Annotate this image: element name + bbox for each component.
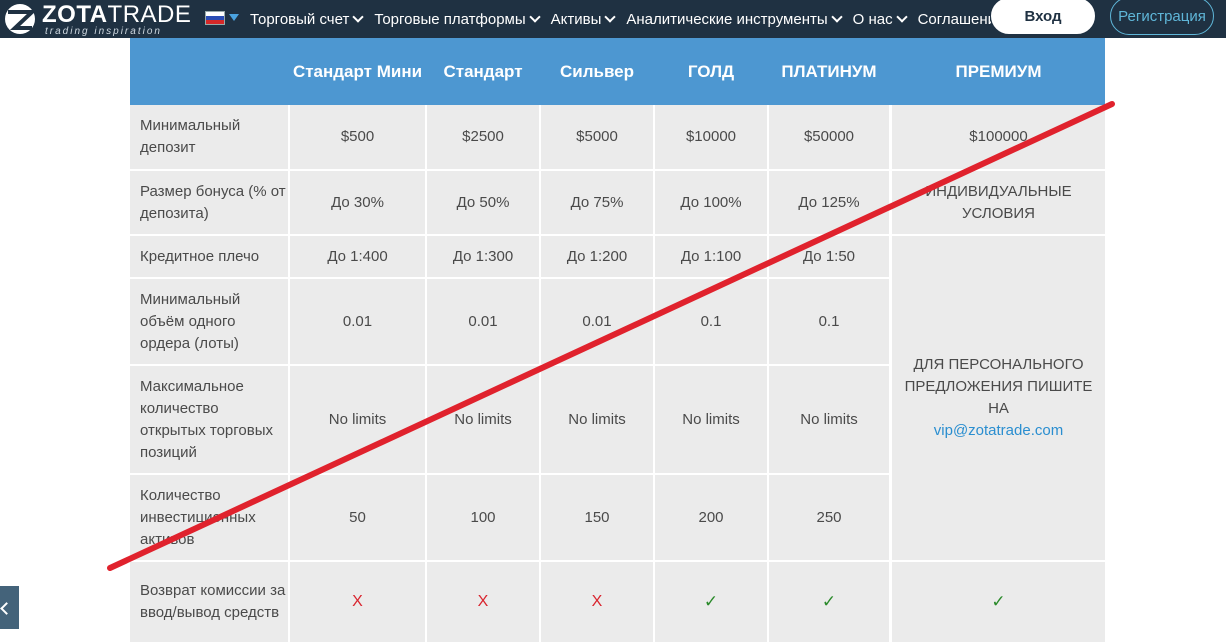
table-cell: До 125% — [769, 171, 889, 234]
check-icon: ✓ — [821, 592, 837, 611]
table-cell: $500 — [290, 105, 425, 169]
table-cell: X — [541, 562, 653, 642]
row-label: Минимальный депозит — [130, 105, 288, 169]
row-label: Возврат комиссии за ввод/вывод средств — [130, 562, 288, 642]
register-button[interactable]: Регистрация — [1110, 0, 1214, 35]
table-cell: 0.1 — [769, 279, 889, 364]
table-header: Стандарт Мини Стандарт Сильвер ГОЛД ПЛАТ… — [130, 38, 1105, 105]
table-cell: 250 — [769, 475, 889, 560]
table-cell: 50 — [290, 475, 425, 560]
row-label: Минимальный объём одного ордера (лоты) — [130, 279, 288, 364]
table-cell: До 1:200 — [541, 236, 653, 277]
cross-icon: X — [591, 593, 603, 610]
nav-trading-account[interactable]: Торговый счет — [250, 11, 364, 28]
column-header: Стандарт Мини — [292, 61, 423, 81]
table-cell: До 30% — [290, 171, 425, 234]
row-label: Количество инвестиционных активов — [130, 475, 288, 560]
table-cell: ИНДИВИДУАЛЬНЫЕ УСЛОВИЯ — [892, 171, 1105, 234]
table-cell: No limits — [427, 366, 539, 473]
premium-email-link[interactable]: vip@zotatrade.com — [933, 422, 1064, 439]
chevron-up-icon — [0, 602, 13, 615]
table-cell: До 1:50 — [769, 236, 889, 277]
table-cell: No limits — [655, 366, 767, 473]
column-header: ПЛАТИНУМ — [781, 61, 877, 81]
zotatrade-logo[interactable]: ZOTATRADE trading inspiration — [4, 1, 191, 37]
column-header: Сильвер — [559, 61, 635, 81]
russia-flag-icon — [205, 11, 225, 25]
table-cell: $2500 — [427, 105, 539, 169]
row-label: Максимальное количество открытых торговы… — [130, 366, 288, 473]
table-cell: 0.01 — [427, 279, 539, 364]
premium-contact-cell: ДЛЯ ПЕРСОНАЛЬНОГО ПРЕДЛОЖЕНИЯ ПИШИТЕ НА … — [892, 236, 1105, 560]
table-cell: До 1:400 — [290, 236, 425, 277]
table-cell: До 1:300 — [427, 236, 539, 277]
logo-mark-icon — [5, 4, 38, 34]
nav-analytics-tools[interactable]: Аналитические инструменты — [626, 11, 843, 28]
nav-about-us[interactable]: О нас — [853, 11, 908, 28]
column-header: ГОЛД — [687, 61, 735, 81]
chevron-down-icon — [352, 11, 364, 23]
main-nav: Торговый счет Торговые платформы Активы … — [250, 0, 1019, 38]
cross-icon: X — [477, 593, 489, 610]
table-cell: $100000 — [892, 105, 1105, 169]
column-header: Стандарт — [443, 61, 523, 81]
table-cell: 200 — [655, 475, 767, 560]
table-cell: $50000 — [769, 105, 889, 169]
table-cell: 0.01 — [541, 279, 653, 364]
table-cell: До 100% — [655, 171, 767, 234]
logo-tagline: trading inspiration — [45, 26, 162, 37]
chevron-down-icon — [604, 11, 617, 23]
premium-note: ДЛЯ ПЕРСОНАЛЬНОГО ПРЕДЛОЖЕНИЯ ПИШИТЕ НА — [904, 356, 1093, 417]
table-cell: До 1:100 — [655, 236, 767, 277]
table-cell: 0.1 — [655, 279, 767, 364]
table-cell: No limits — [541, 366, 653, 473]
check-icon: ✓ — [703, 592, 719, 611]
column-header: ПРЕМИУМ — [955, 61, 1042, 81]
language-selector[interactable] — [205, 10, 241, 26]
table-cell: $5000 — [541, 105, 653, 169]
table-cell: $10000 — [655, 105, 767, 169]
table-cell: ✓ — [655, 562, 767, 642]
table-row: Размер бонуса (% от депозита) До 30% До … — [130, 171, 1105, 236]
table-cell: ✓ — [769, 562, 889, 642]
row-label: Кредитное плечо — [130, 236, 288, 277]
table-cell: No limits — [769, 366, 889, 473]
check-icon: ✓ — [991, 592, 1006, 611]
table-cell: X — [427, 562, 539, 642]
table-cell: No limits — [290, 366, 425, 473]
table-cell: До 75% — [541, 171, 653, 234]
table-cell: 100 — [427, 475, 539, 560]
table-cell: 0.01 — [290, 279, 425, 364]
nav-assets[interactable]: Активы — [551, 11, 617, 28]
table-row: Возврат комиссии за ввод/вывод средств X… — [130, 562, 1105, 642]
table-cell: X — [290, 562, 425, 642]
table-row: Минимальный депозит $500 $2500 $5000 $10… — [130, 105, 1105, 171]
top-navigation-bar: ZOTATRADE trading inspiration Торговый с… — [0, 0, 1226, 38]
caret-down-icon — [229, 14, 239, 21]
scroll-to-top-button[interactable] — [0, 586, 19, 629]
table-cell: 150 — [541, 475, 653, 560]
cross-icon: X — [352, 593, 363, 610]
nav-agreements[interactable]: Соглашения — [918, 11, 1019, 28]
table-cell: ✓ — [892, 562, 1105, 642]
chevron-down-icon — [528, 11, 541, 23]
table-cell: До 50% — [427, 171, 539, 234]
chevron-down-icon — [895, 11, 908, 23]
chevron-down-icon — [830, 11, 843, 23]
logo-text: ZOTATRADE — [42, 1, 192, 28]
row-label: Размер бонуса (% от депозита) — [130, 171, 288, 234]
login-button[interactable]: Вход — [990, 0, 1096, 35]
nav-trading-platforms[interactable]: Торговые платформы — [374, 11, 541, 28]
